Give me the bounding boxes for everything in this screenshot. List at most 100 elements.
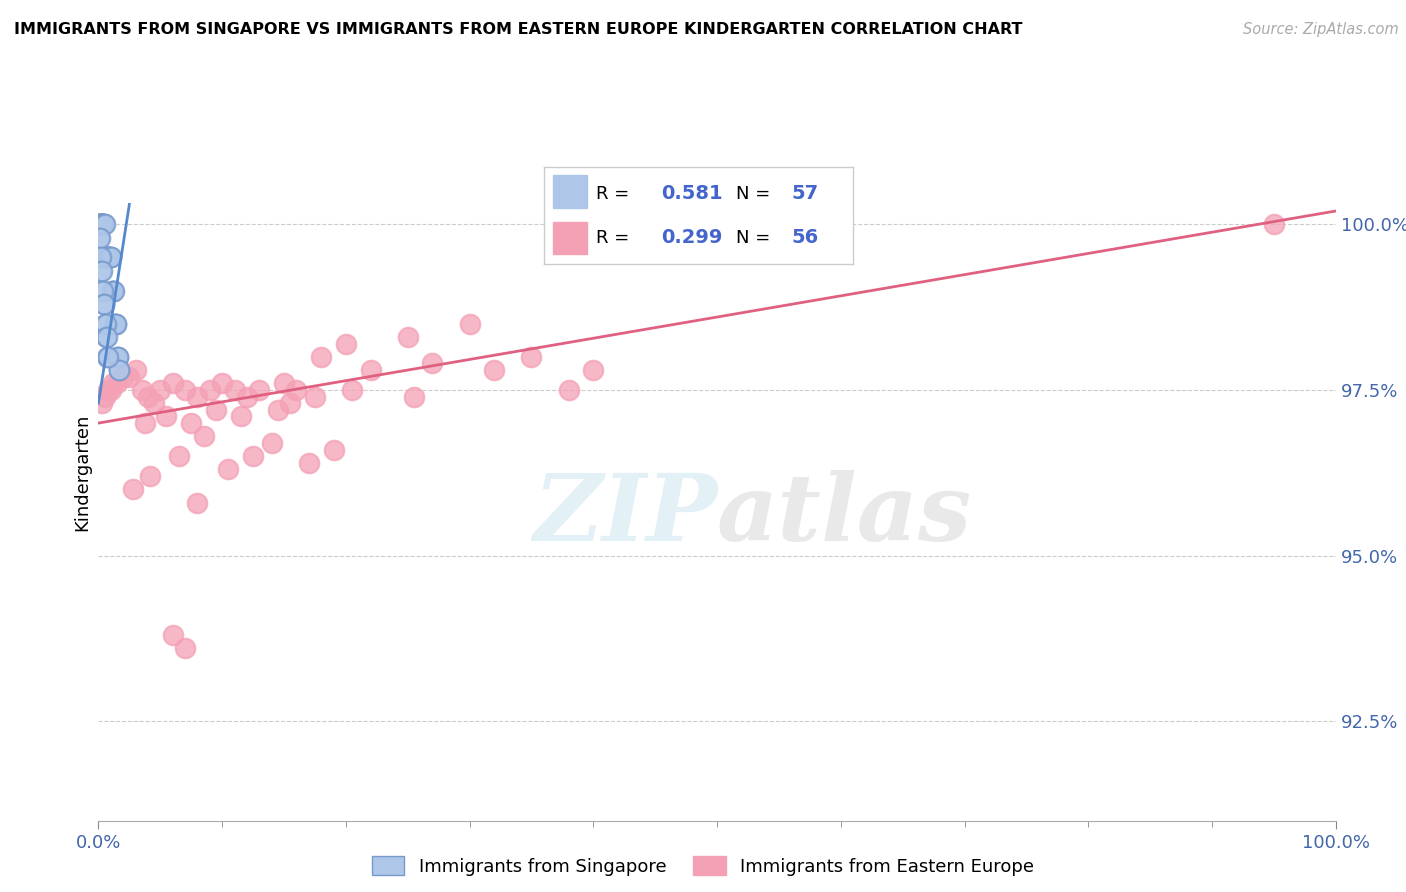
Point <box>103 317 125 331</box>
Point <box>520 350 543 364</box>
Point <box>229 409 252 424</box>
Point <box>89 217 111 231</box>
Point <box>93 217 115 231</box>
Point <box>89 217 111 231</box>
Point <box>174 383 197 397</box>
Point <box>96 251 118 265</box>
Point <box>1263 217 1285 231</box>
Point <box>309 350 332 364</box>
Point <box>139 469 162 483</box>
Point <box>89 217 111 231</box>
Point <box>105 376 128 391</box>
Point <box>97 251 120 265</box>
Point <box>458 317 481 331</box>
Text: N =: N = <box>735 185 770 202</box>
Bar <box>553 176 588 208</box>
Text: 0.299: 0.299 <box>661 228 723 247</box>
Point <box>104 317 127 331</box>
Point <box>108 363 131 377</box>
Point <box>162 376 184 391</box>
Point <box>422 356 444 370</box>
Point <box>98 251 121 265</box>
Point <box>91 217 114 231</box>
Point <box>90 217 112 231</box>
Point <box>93 297 115 311</box>
Point <box>93 297 115 311</box>
Text: 0.581: 0.581 <box>661 185 723 203</box>
Point <box>87 217 110 231</box>
Point <box>360 363 382 377</box>
Point <box>134 416 156 430</box>
Point <box>340 383 363 397</box>
Point <box>108 363 131 377</box>
Point <box>103 376 125 391</box>
Point <box>105 317 128 331</box>
Point <box>90 263 112 277</box>
Text: Source: ZipAtlas.com: Source: ZipAtlas.com <box>1243 22 1399 37</box>
Point <box>162 628 184 642</box>
Point <box>107 350 129 364</box>
Point <box>97 350 120 364</box>
Text: 56: 56 <box>792 228 818 247</box>
Point <box>260 436 283 450</box>
Point <box>186 495 208 509</box>
Point <box>174 641 197 656</box>
Point <box>155 409 177 424</box>
Text: R =: R = <box>596 185 630 202</box>
Point <box>96 350 118 364</box>
Point <box>122 483 145 497</box>
Text: IMMIGRANTS FROM SINGAPORE VS IMMIGRANTS FROM EASTERN EUROPE KINDERGARTEN CORRELA: IMMIGRANTS FROM SINGAPORE VS IMMIGRANTS … <box>14 22 1022 37</box>
Point <box>136 390 159 404</box>
Point <box>101 284 124 298</box>
Point <box>103 284 125 298</box>
Point <box>124 363 146 377</box>
Point <box>205 402 228 417</box>
Point <box>582 363 605 377</box>
Point <box>131 383 153 397</box>
Point <box>557 383 579 397</box>
Point <box>97 251 120 265</box>
Point <box>97 251 120 265</box>
Point <box>298 456 321 470</box>
Point <box>94 317 117 331</box>
Legend: Immigrants from Singapore, Immigrants from Eastern Europe: Immigrants from Singapore, Immigrants fr… <box>364 849 1042 883</box>
Point <box>103 284 125 298</box>
Point <box>180 416 202 430</box>
Point <box>91 217 114 231</box>
Point <box>91 284 114 298</box>
Point <box>112 369 135 384</box>
Point <box>94 317 117 331</box>
Point <box>193 429 215 443</box>
Text: ZIP: ZIP <box>533 469 717 559</box>
Point <box>104 317 127 331</box>
Point <box>93 390 115 404</box>
Point <box>96 330 118 344</box>
Point <box>167 449 190 463</box>
Point <box>89 230 111 244</box>
Point <box>91 217 114 231</box>
Point <box>97 383 120 397</box>
Point <box>90 263 112 277</box>
Point <box>91 396 114 410</box>
Point <box>93 217 115 231</box>
Point <box>94 251 117 265</box>
Point <box>91 217 114 231</box>
Text: 57: 57 <box>792 185 818 203</box>
Point <box>211 376 233 391</box>
Bar <box>553 222 588 254</box>
Point <box>90 217 112 231</box>
Point <box>94 251 117 265</box>
Point <box>90 217 112 231</box>
Point <box>198 383 221 397</box>
Point <box>396 330 419 344</box>
Point <box>224 383 246 397</box>
Y-axis label: Kindergarten: Kindergarten <box>73 414 91 532</box>
Point <box>105 350 128 364</box>
Point <box>267 402 290 417</box>
Point <box>89 251 111 265</box>
Point <box>186 390 208 404</box>
Point <box>96 251 118 265</box>
Point <box>322 442 344 457</box>
Point <box>91 284 114 298</box>
Point <box>149 383 172 397</box>
